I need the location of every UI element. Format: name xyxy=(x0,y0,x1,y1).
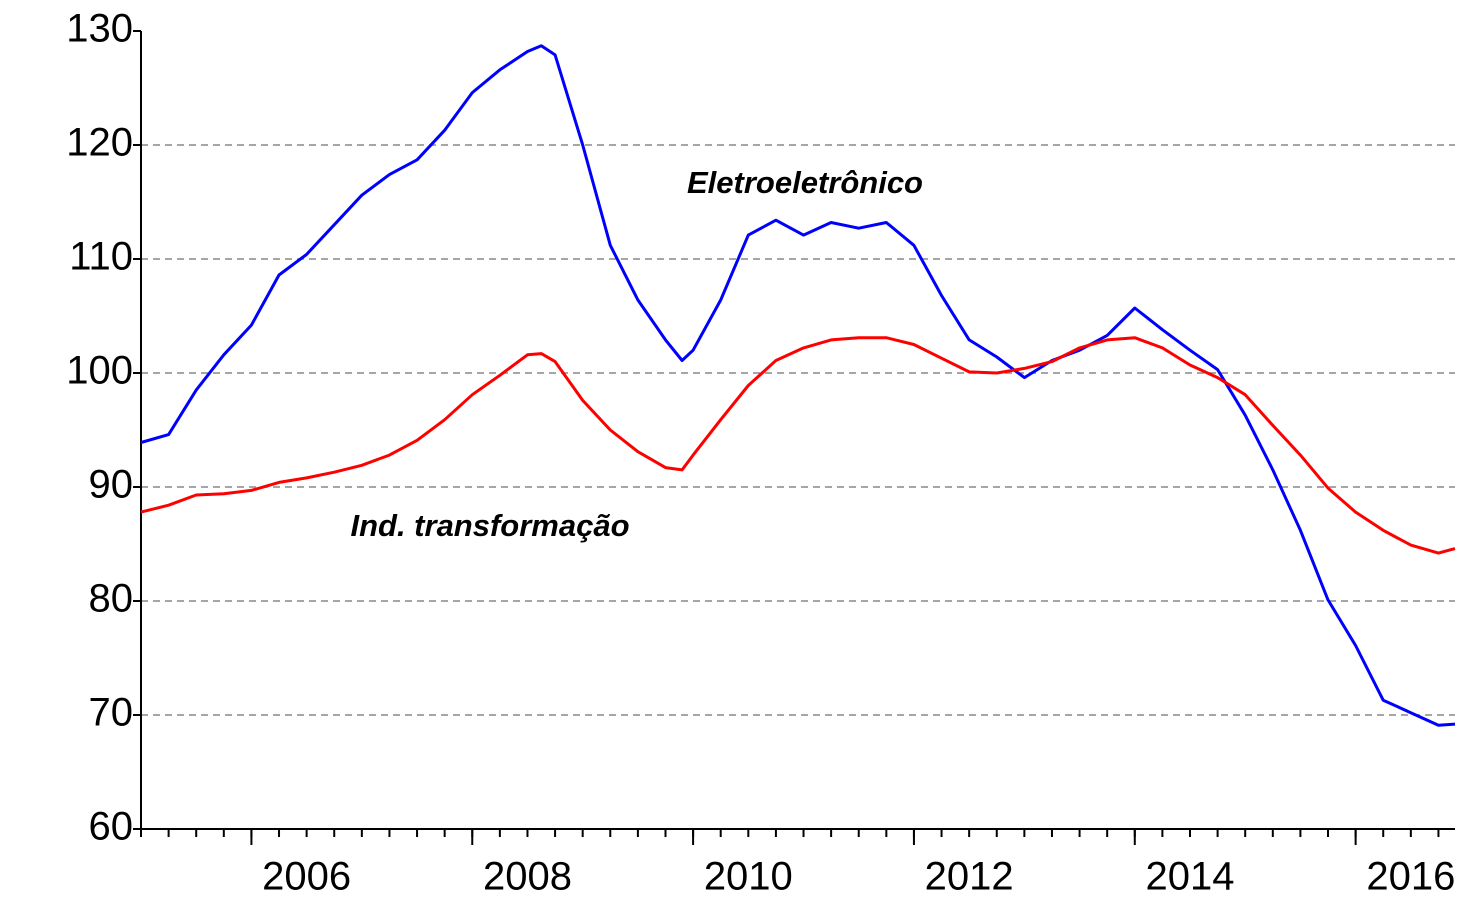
y-tick-label: 130 xyxy=(66,7,133,51)
x-tick-label: 2010 xyxy=(704,855,793,899)
y-tick-label: 110 xyxy=(69,235,133,279)
x-tick-label: 2006 xyxy=(262,855,351,899)
y-tick-label: 80 xyxy=(89,577,134,621)
x-tick-label: 2016 xyxy=(1366,855,1455,899)
x-tick-label: 2008 xyxy=(483,855,572,899)
x-tick-label: 2014 xyxy=(1145,855,1234,899)
annotation: Ind. transformação xyxy=(350,508,629,543)
y-tick-label: 120 xyxy=(66,121,133,165)
annotation: Eletroeletrônico xyxy=(687,165,923,200)
y-tick-label: 60 xyxy=(89,805,134,849)
y-tick-label: 100 xyxy=(66,349,133,393)
y-tick-label: 90 xyxy=(89,463,134,507)
line-series xyxy=(140,44,1456,727)
y-tick-label: 70 xyxy=(89,691,134,735)
x-tick-label: 2012 xyxy=(925,855,1014,899)
line-series xyxy=(140,336,1456,555)
